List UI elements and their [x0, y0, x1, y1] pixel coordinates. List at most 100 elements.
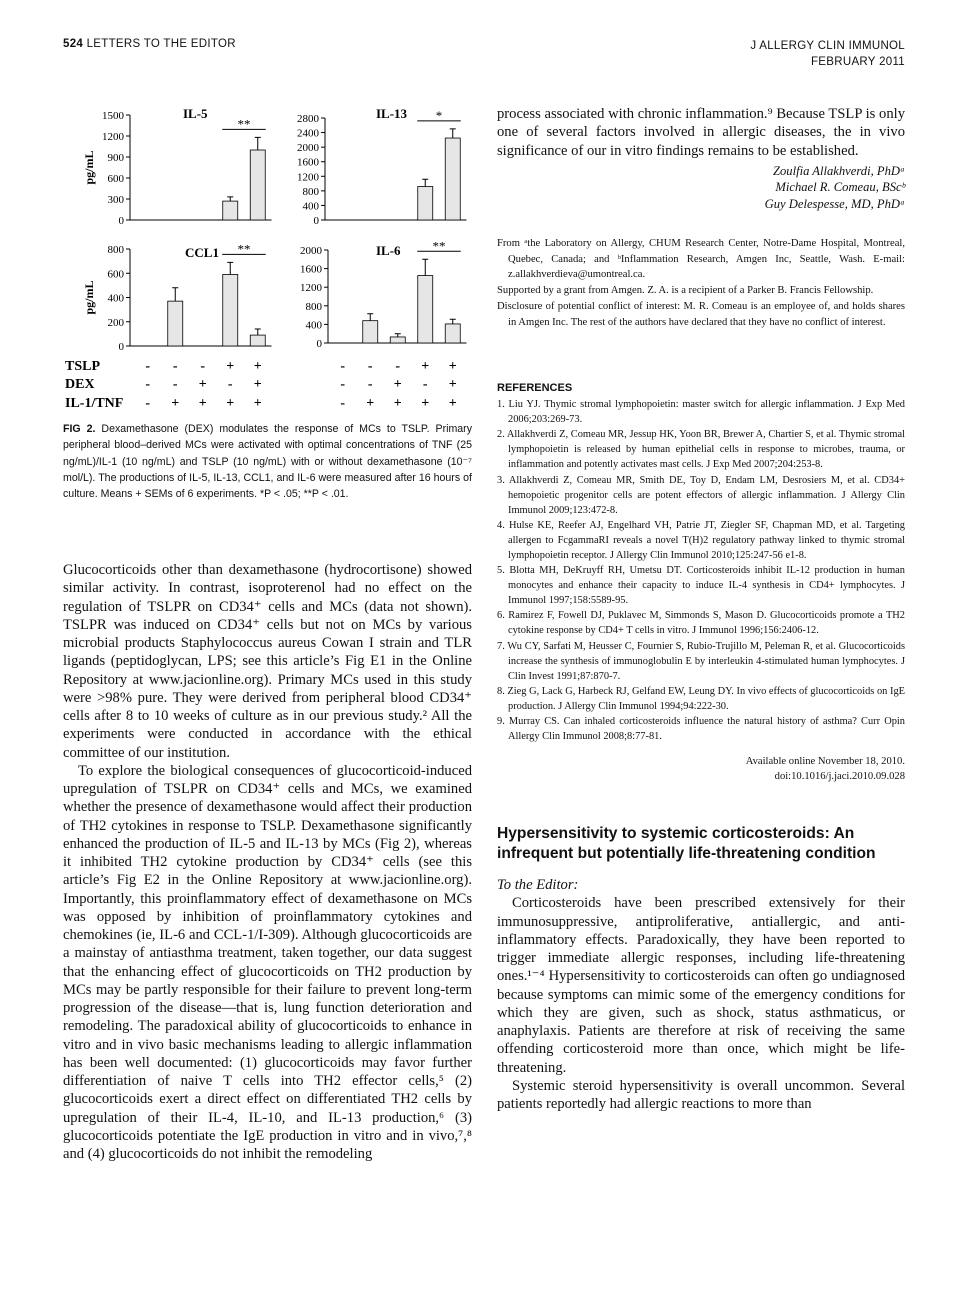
condition-sign: +: [449, 359, 457, 374]
y-tick-label: 400: [108, 293, 125, 305]
bar: [222, 274, 239, 347]
condition-sign: +: [421, 359, 429, 374]
y-tick-label: 2400: [297, 128, 320, 140]
author: Michael R. Comeau, BScᵇ: [775, 180, 905, 195]
error-bar: [227, 196, 234, 202]
error-bar: [449, 128, 456, 139]
condition-sign: -: [340, 396, 345, 411]
condition-label: IL-1/TNF: [65, 396, 123, 411]
condition-sign: +: [199, 377, 207, 392]
significance-label: *: [436, 108, 443, 123]
paragraph: Corticosteroids have been prescribed ext…: [497, 895, 905, 1076]
panel-title: IL-5: [183, 106, 208, 121]
condition-sign: +: [226, 396, 234, 411]
condition-sign: +: [366, 396, 374, 411]
doi: doi:10.1016/j.jaci.2010.09.028: [774, 771, 905, 783]
online-info: Available online November 18, 2010. doi:…: [497, 754, 905, 784]
paragraph: To explore the biological consequences o…: [63, 762, 472, 1162]
condition-sign: -: [368, 359, 373, 374]
condition-sign: -: [423, 377, 428, 392]
error-bar: [422, 258, 429, 276]
affiliation: From ᵃthe Laboratory on Allergy, CHUM Re…: [497, 238, 905, 280]
left-column: Glucocorticoids other than dexamethasone…: [63, 561, 472, 1163]
authors: Zoulfia Allakhverdi, PhDᵃ Michael R. Com…: [497, 163, 905, 213]
y-tick-label: 0: [119, 215, 125, 227]
condition-sign: +: [254, 396, 262, 411]
author: Guy Delespesse, MD, PhDᵃ: [764, 196, 905, 211]
significance-label: **: [238, 241, 251, 256]
salutation: To the Editor:: [497, 877, 579, 894]
y-tick-label: 600: [108, 268, 125, 280]
reference: 4. Hulse KE, Reefer AJ, Engelhard VH, Pa…: [497, 519, 905, 561]
y-tick-label: 0: [314, 215, 320, 227]
references: 1. Liu YJ. Thymic stromal lymphopoietin:…: [497, 397, 905, 744]
paragraph: Glucocorticoids other than dexamethasone…: [63, 562, 472, 761]
author: Zoulfia Allakhverdi, PhDᵃ: [773, 163, 905, 178]
y-tick-label: 1200: [102, 131, 125, 143]
bar: [249, 334, 266, 347]
bar: [444, 323, 461, 344]
condition-sign: -: [368, 377, 373, 392]
bar: [444, 137, 461, 221]
condition-sign: +: [449, 377, 457, 392]
y-tick-label: 0: [119, 341, 125, 353]
panel-title: CCL1: [185, 245, 219, 260]
condition-sign: -: [340, 359, 345, 374]
section: LETTERS TO THE EDITOR: [86, 38, 236, 50]
y-tick-label: 1600: [300, 264, 323, 276]
condition-sign: -: [340, 377, 345, 392]
panel-title: IL-6: [376, 243, 401, 258]
significance-label: **: [433, 238, 446, 253]
caption: FIG 2. Dexamethasone (DEX) modulates the…: [63, 421, 472, 502]
condition-sign: -: [200, 359, 205, 374]
condition-label: TSLP: [65, 359, 100, 374]
condition-sign: -: [145, 396, 150, 411]
bar: [249, 149, 266, 221]
panel-title: IL-13: [376, 106, 408, 121]
running-head: 524 LETTERS TO THE EDITOR: [63, 38, 236, 50]
y-tick-label: 200: [108, 317, 125, 329]
error-bar: [367, 313, 374, 321]
condition-sign: +: [226, 359, 234, 374]
y-tick-label: 900: [108, 152, 125, 164]
caption-text: Dexamethasone (DEX) modulates the respon…: [63, 423, 473, 501]
notes: From ᵃthe Laboratory on Allergy, CHUM Re…: [497, 236, 905, 330]
bar: [167, 300, 184, 347]
disclosure: Disclosure of potential conflict of inte…: [497, 301, 905, 328]
y-tick-label: 1500: [102, 110, 125, 122]
condition-sign: -: [173, 359, 178, 374]
reference: 9. Murray CS. Can inhaled corticosteroid…: [497, 716, 905, 743]
references-heading: REFERENCES: [497, 382, 573, 395]
y-tick-label: 400: [303, 200, 320, 212]
caption-label: FIG 2.: [63, 423, 96, 435]
y-tick-label: 300: [108, 194, 125, 206]
reference: 7. Wu CY, Sarfati M, Heusser C, Fournier…: [497, 640, 905, 682]
condition-sign: -: [228, 377, 233, 392]
figure: 0 300 600 900 1200 1500 IL-5 pg/mL ** 0 400 800 1200…: [65, 106, 467, 411]
reference: 8. Zieg G, Lack G, Harbeck RJ, Gelfand E…: [497, 685, 905, 712]
page-number: 524: [63, 38, 84, 50]
y-tick-label: 2800: [297, 113, 320, 125]
y-tick-label: 800: [303, 186, 320, 198]
y-axis-label: pg/mL: [82, 150, 96, 184]
condition-sign: +: [421, 396, 429, 411]
bar: [222, 200, 239, 221]
condition-sign: +: [254, 359, 262, 374]
condition-sign: +: [199, 396, 207, 411]
condition-sign: -: [173, 377, 178, 392]
y-tick-label: 1200: [297, 171, 320, 183]
y-axis-label: pg/mL: [82, 280, 96, 314]
y-tick-label: 1600: [297, 157, 320, 169]
article-title: Hypersensitivity to systemic corticoster…: [497, 825, 876, 863]
y-tick-label: 800: [306, 301, 323, 313]
bar: [417, 275, 434, 344]
condition-sign: +: [394, 396, 402, 411]
y-tick-label: 400: [306, 319, 323, 331]
bar: [417, 186, 434, 221]
bar: [362, 320, 379, 344]
reference: 5. Blotta MH, DeKruyff RH, Umetsu DT. Co…: [497, 565, 905, 607]
journal: J ALLERGY CLIN IMMUNOL: [750, 40, 905, 52]
error-bar: [254, 328, 261, 336]
bar: [389, 336, 406, 344]
paragraph: process associated with chronic inflamma…: [497, 106, 905, 159]
